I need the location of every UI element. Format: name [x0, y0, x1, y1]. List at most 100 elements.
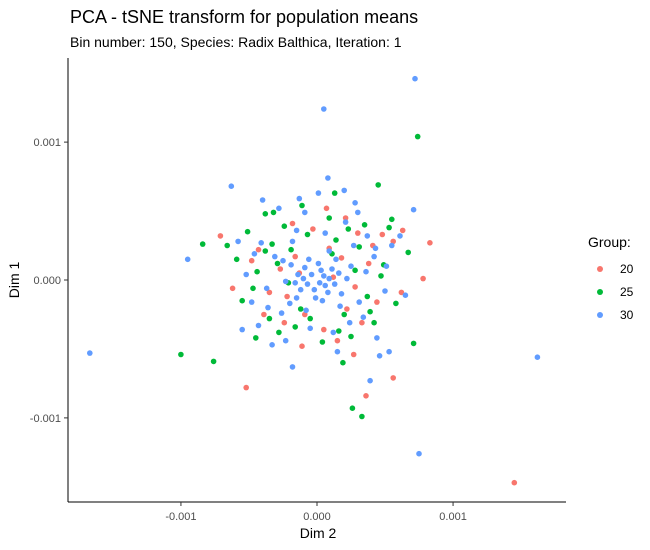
data-point: [270, 209, 277, 216]
data-point: [292, 324, 299, 330]
data-point: [330, 329, 337, 336]
data-point: [386, 224, 392, 231]
data-point: [303, 307, 309, 314]
legend-label: 20: [620, 262, 634, 276]
data-point: [356, 244, 363, 250]
data-point: [266, 289, 273, 296]
data-point: [333, 256, 339, 263]
data-point: [322, 230, 329, 236]
data-point: [402, 292, 409, 299]
data-point: [349, 405, 356, 412]
data-point: [258, 240, 265, 246]
data-point: [534, 354, 541, 361]
data-point: [365, 260, 372, 267]
legend: Group: 20 25 30: [588, 234, 634, 322]
data-point: [272, 253, 278, 260]
data-point: [352, 284, 358, 290]
data-point: [299, 202, 305, 209]
data-point: [87, 350, 93, 356]
points-layer: [87, 75, 541, 486]
data-point: [376, 353, 383, 359]
x-tick-label: 0.001: [439, 511, 467, 523]
data-point: [405, 249, 412, 256]
data-point: [288, 262, 294, 268]
data-point: [250, 285, 256, 292]
data-point: [281, 223, 288, 229]
data-point: [341, 311, 348, 318]
data-point: [228, 183, 235, 189]
data-point: [284, 293, 290, 300]
data-point: [304, 281, 311, 287]
data-point: [248, 299, 255, 305]
data-point: [302, 209, 308, 216]
data-point: [355, 209, 361, 216]
data-point: [363, 393, 369, 399]
data-point: [336, 328, 342, 334]
y-axis-ticks: -0.001 0.000 0.001: [30, 137, 68, 425]
data-point: [341, 187, 348, 194]
data-point: [302, 311, 308, 318]
data-point: [350, 351, 357, 358]
data-point: [326, 215, 333, 221]
data-point: [239, 326, 245, 333]
data-point: [399, 227, 406, 234]
data-point: [297, 286, 304, 293]
data-point: [410, 340, 417, 347]
data-point: [269, 342, 275, 348]
data-point: [416, 450, 422, 457]
data-point: [262, 211, 269, 217]
data-point: [304, 231, 311, 238]
data-point: [265, 304, 271, 311]
data-point: [350, 242, 357, 249]
data-point: [255, 246, 262, 253]
data-point: [352, 267, 358, 274]
data-point: [348, 263, 354, 270]
data-point: [315, 260, 322, 267]
data-point: [389, 242, 395, 249]
data-point: [342, 219, 349, 225]
data-point: [315, 190, 322, 196]
data-point: [308, 271, 315, 278]
data-point: [360, 314, 367, 321]
data-point: [307, 325, 314, 332]
data-point: [375, 182, 382, 188]
x-tick-label: -0.001: [165, 511, 196, 523]
x-axis-title: Dim 2: [300, 525, 337, 541]
data-point: [310, 226, 316, 232]
data-point: [299, 343, 305, 350]
data-point: [326, 275, 333, 282]
data-point: [292, 280, 299, 286]
legend-title: Group:: [588, 234, 631, 250]
data-point: [224, 242, 230, 249]
data-point: [323, 205, 330, 212]
data-point: [243, 384, 249, 391]
data-point: [269, 241, 275, 247]
data-point: [393, 300, 399, 307]
data-point: [248, 257, 255, 264]
data-point: [278, 310, 285, 316]
data-point: [312, 295, 319, 301]
data-point: [235, 238, 241, 245]
legend-label: 25: [620, 285, 634, 299]
data-point: [316, 280, 323, 286]
data-point: [348, 333, 354, 340]
data-point: [254, 268, 260, 275]
data-point: [372, 245, 379, 252]
data-point: [359, 413, 365, 420]
data-point: [398, 289, 405, 296]
data-point: [318, 267, 324, 274]
data-point: [217, 233, 224, 239]
data-point: [259, 197, 266, 203]
data-point: [331, 281, 338, 287]
data-point: [412, 75, 418, 82]
legend-key: [597, 289, 603, 295]
y-axis-title: Dim 1: [6, 262, 22, 299]
data-point: [344, 275, 350, 282]
data-point: [276, 329, 282, 336]
chart-subtitle: Bin number: 150, Species: Radix Balthica…: [70, 34, 402, 50]
data-point: [410, 206, 417, 213]
data-point: [296, 195, 303, 202]
data-point: [345, 226, 352, 232]
data-point: [253, 335, 259, 341]
